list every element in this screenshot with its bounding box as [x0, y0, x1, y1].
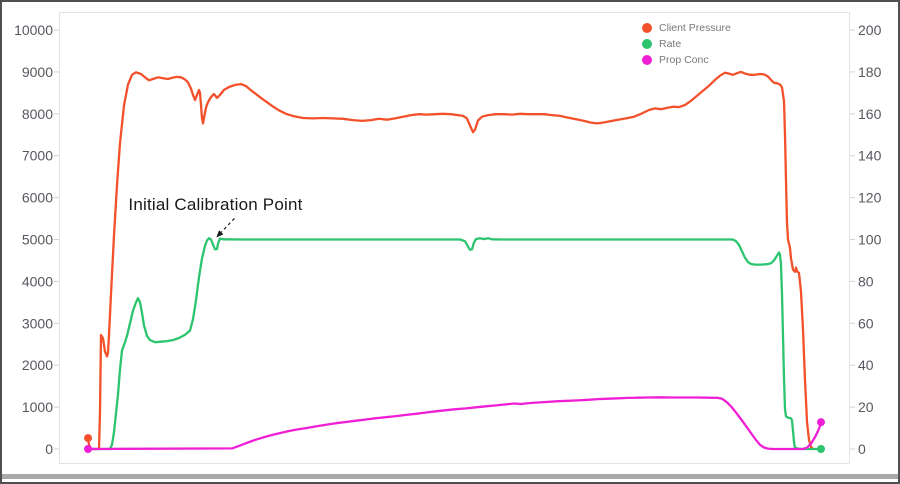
- rate-line: [88, 237, 823, 451]
- y-axis-right-tick-label: 0: [858, 441, 866, 457]
- rate-marker: [816, 445, 825, 453]
- y-axis-left-tick-label: 10000: [14, 22, 53, 38]
- legend-item-client-pressure[interactable]: Client Pressure: [642, 22, 731, 34]
- y-axis-left-tick-label: 2000: [22, 357, 53, 373]
- y-axis-left-tick-label: 3000: [22, 315, 53, 331]
- legend: Client Pressure Rate Prop Conc: [642, 22, 731, 66]
- legend-label-client-pressure: Client Pressure: [659, 22, 731, 34]
- y-axis-right-tick-label: 20: [858, 399, 874, 415]
- y-axis-left-tick-label: 8000: [22, 106, 53, 122]
- y-axis-right-tick-label: 60: [858, 315, 874, 331]
- y-axis-right-tick-label: 160: [858, 106, 882, 122]
- legend-marker-client-pressure-icon: [642, 23, 652, 33]
- annotation-arrow: [220, 217, 235, 233]
- y-axis-right-tick-label: 80: [858, 273, 874, 289]
- legend-label-prop-conc: Prop Conc: [659, 54, 709, 66]
- prop-conc-marker: [84, 445, 93, 453]
- plot-area: [59, 12, 850, 464]
- legend-marker-rate-icon: [642, 39, 652, 49]
- y-axis-right-tick-label: 140: [858, 148, 882, 164]
- client-pressure-marker: [84, 434, 93, 443]
- legend-item-rate[interactable]: Rate: [642, 38, 731, 50]
- prop-conc-line: [86, 396, 823, 451]
- horizontal-scrollbar[interactable]: [2, 474, 898, 479]
- y-axis-left-tick-label: 5000: [22, 232, 53, 248]
- y-axis-left-tick-label: 1000: [22, 399, 53, 415]
- y-axis-right-tick-label: 100: [858, 232, 882, 248]
- client-pressure-line: [86, 70, 815, 451]
- legend-item-prop-conc[interactable]: Prop Conc: [642, 54, 731, 66]
- y-axis-left-tick-label: 6000: [22, 190, 53, 206]
- y-axis-left-tick-label: 7000: [22, 148, 53, 164]
- annotation-initial-calibration-point: Initial Calibration Point: [128, 195, 303, 215]
- y-axis-right-tick-label: 180: [858, 64, 882, 80]
- annotation-arrowhead: [216, 230, 224, 238]
- y-axis-left-tick-label: 4000: [22, 273, 53, 289]
- y-axis-right-tick-label: 40: [858, 357, 874, 373]
- legend-marker-prop-conc-icon: [642, 55, 652, 65]
- y-axis-right-tick-label: 200: [858, 22, 882, 38]
- legend-label-rate: Rate: [659, 38, 682, 50]
- prop-conc-marker: [816, 418, 825, 427]
- y-axis-left-tick-label: 9000: [22, 64, 53, 80]
- y-axis-right-tick-label: 120: [858, 190, 882, 206]
- y-axis-left-tick-label: 0: [45, 441, 53, 457]
